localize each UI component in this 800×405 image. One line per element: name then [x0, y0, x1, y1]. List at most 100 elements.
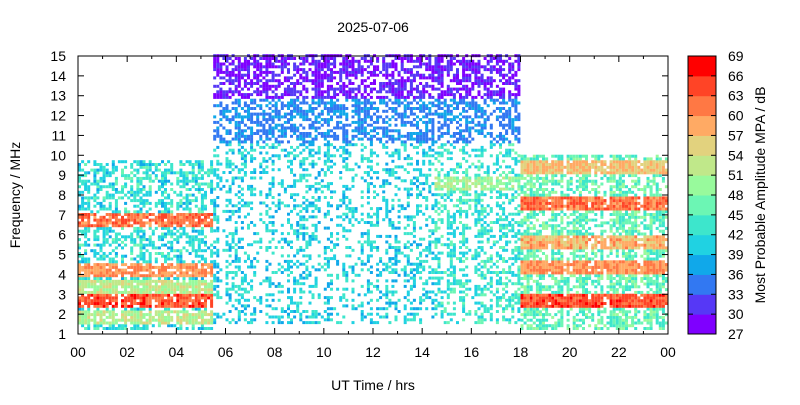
data-point [333, 137, 337, 141]
data-point [446, 226, 450, 230]
data-point [342, 87, 346, 91]
data-point [326, 151, 330, 155]
data-point [330, 143, 333, 147]
data-point [265, 57, 269, 60]
data-point [262, 112, 266, 116]
data-point [397, 209, 401, 213]
data-point [114, 207, 118, 211]
data-point [305, 132, 309, 135]
data-point [133, 257, 137, 261]
data-point [207, 185, 211, 189]
data-point [213, 229, 217, 233]
data-point [185, 304, 189, 308]
data-point [394, 171, 398, 174]
data-point [342, 84, 346, 88]
data-point [385, 198, 389, 202]
data-point [93, 290, 97, 294]
data-point [127, 299, 131, 303]
data-point [237, 79, 241, 83]
data-point [431, 154, 435, 158]
data-point [434, 298, 438, 302]
data-point [179, 321, 183, 325]
data-point [219, 112, 223, 116]
data-point [446, 104, 450, 108]
data-point [330, 171, 333, 174]
data-point [293, 193, 297, 197]
data-point [200, 218, 204, 222]
data-point [431, 137, 435, 141]
data-point [161, 268, 164, 272]
data-point [391, 271, 395, 274]
data-point [133, 277, 137, 280]
data-point [81, 260, 85, 264]
data-point [339, 115, 343, 119]
data-point [428, 120, 432, 124]
data-point [130, 265, 134, 269]
data-point [84, 188, 88, 191]
data-point [452, 95, 456, 99]
data-point [403, 70, 407, 74]
data-point [440, 79, 444, 83]
data-point [111, 185, 115, 189]
data-point [406, 187, 410, 191]
data-point [400, 65, 404, 69]
data-point [323, 151, 327, 155]
data-point [142, 260, 146, 264]
data-point [314, 87, 318, 91]
data-point [191, 226, 195, 230]
data-point [93, 327, 97, 330]
data-point [240, 187, 244, 191]
data-point [434, 221, 438, 224]
data-point [373, 82, 376, 85]
data-point [124, 238, 128, 242]
data-point [412, 73, 416, 77]
data-point [121, 246, 124, 250]
data-point [277, 193, 281, 197]
data-point [345, 98, 349, 102]
data-point [394, 98, 398, 102]
data-point [388, 154, 392, 158]
data-point [191, 263, 195, 267]
data-point [452, 101, 456, 105]
data-point [326, 73, 330, 77]
data-point [280, 107, 284, 110]
data-point [108, 288, 112, 292]
data-point [176, 274, 180, 278]
data-point [133, 324, 137, 328]
data-point [191, 274, 195, 278]
data-point [400, 90, 404, 94]
data-point [105, 218, 109, 222]
data-point [210, 165, 214, 169]
data-point [403, 179, 407, 183]
data-point [225, 282, 229, 286]
data-point [142, 299, 146, 303]
data-point [182, 290, 186, 294]
data-point [231, 304, 235, 308]
data-point [121, 190, 124, 194]
data-point [87, 196, 91, 200]
data-point [124, 263, 128, 267]
data-point [391, 151, 395, 155]
data-point [105, 268, 109, 272]
data-point [237, 215, 241, 219]
data-point [130, 318, 134, 322]
data-point [84, 310, 88, 314]
data-point [360, 301, 364, 305]
data-point [204, 313, 207, 317]
data-point [228, 232, 232, 236]
data-point [185, 249, 189, 253]
data-point [382, 182, 386, 186]
data-point [400, 115, 404, 119]
data-point [302, 70, 306, 74]
data-point [382, 315, 386, 319]
data-point [130, 240, 134, 244]
data-point [250, 157, 254, 161]
data-point [412, 262, 416, 266]
data-point [437, 79, 441, 83]
data-point [409, 268, 413, 272]
data-point [127, 282, 131, 286]
data-point [311, 109, 315, 113]
data-point [314, 120, 318, 124]
data-point [148, 176, 152, 180]
data-point [339, 112, 343, 116]
